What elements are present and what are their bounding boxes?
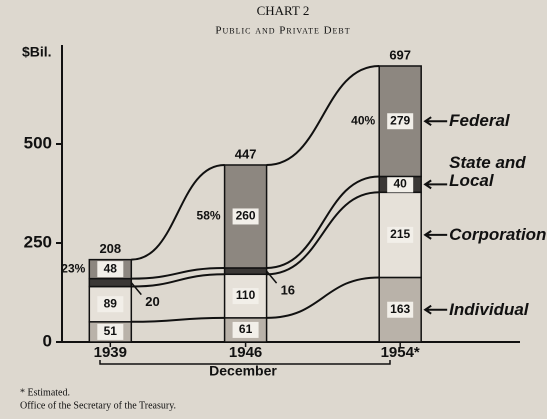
value-label: 51 bbox=[104, 324, 118, 338]
total-label: 447 bbox=[235, 146, 257, 161]
connector bbox=[266, 175, 380, 269]
leader bbox=[130, 282, 142, 296]
legend-label: Federal bbox=[449, 111, 510, 131]
value-label-box bbox=[387, 226, 414, 243]
legend-arrow bbox=[423, 304, 448, 315]
value-label-box bbox=[387, 301, 414, 318]
total-label: 208 bbox=[99, 241, 121, 256]
value-label: 48 bbox=[104, 261, 118, 275]
legend-label: Corporation bbox=[449, 224, 547, 244]
value-label-box bbox=[232, 321, 259, 338]
connector bbox=[266, 191, 380, 276]
x-axis-label: December bbox=[209, 363, 277, 379]
share-label: 40% bbox=[351, 113, 375, 127]
y-tick-label: 250 bbox=[24, 232, 52, 251]
value-label: 16 bbox=[281, 283, 295, 298]
x-tick-label: 1954* bbox=[381, 344, 420, 361]
value-label: 61 bbox=[239, 322, 253, 336]
source-note: Office of the Secretary of the Treasury. bbox=[20, 400, 176, 411]
chart-title: CHART 2 bbox=[257, 3, 310, 18]
total-label: 697 bbox=[389, 47, 411, 62]
value-label-box bbox=[97, 323, 124, 340]
value-label-box bbox=[232, 288, 259, 305]
value-label: 110 bbox=[236, 288, 256, 302]
connector bbox=[131, 163, 225, 261]
footnote: * Estimated. bbox=[20, 387, 70, 398]
value-label: 20 bbox=[145, 294, 159, 309]
value-label: 279 bbox=[390, 113, 410, 127]
legend-label: Individual bbox=[449, 299, 529, 319]
value-label-box bbox=[97, 296, 124, 313]
value-label: 215 bbox=[390, 227, 410, 241]
legend-label: State and Local bbox=[449, 153, 526, 191]
x-tick-label: 1946 bbox=[229, 344, 262, 361]
december-bracket bbox=[99, 360, 391, 365]
value-label-box bbox=[232, 208, 259, 225]
value-label: 40 bbox=[394, 177, 408, 191]
connector bbox=[266, 276, 380, 319]
connector bbox=[131, 266, 225, 280]
connector bbox=[131, 316, 225, 323]
value-label-box bbox=[97, 261, 124, 278]
value-label: 89 bbox=[104, 296, 118, 310]
share-label: 23% bbox=[61, 261, 85, 275]
bar-segment bbox=[223, 267, 268, 276]
connector bbox=[266, 64, 380, 166]
value-label-box bbox=[387, 176, 414, 193]
y-tick-label: 0 bbox=[43, 331, 52, 350]
value-label: 163 bbox=[390, 302, 410, 316]
legend-arrow bbox=[423, 179, 448, 190]
share-label: 58% bbox=[197, 209, 221, 223]
bar-segment bbox=[88, 277, 133, 288]
value-label: 260 bbox=[236, 209, 256, 223]
y-tick-label: 500 bbox=[24, 133, 52, 152]
legend-arrow bbox=[423, 116, 448, 127]
connector bbox=[131, 273, 225, 288]
legend-arrow bbox=[423, 230, 448, 240]
y-axis-label: $Bil. bbox=[22, 44, 52, 60]
chart-subtitle: Public and Private Debt bbox=[215, 25, 350, 37]
x-tick-label: 1939 bbox=[94, 344, 127, 361]
leader bbox=[266, 270, 278, 284]
value-label-box bbox=[387, 113, 414, 130]
